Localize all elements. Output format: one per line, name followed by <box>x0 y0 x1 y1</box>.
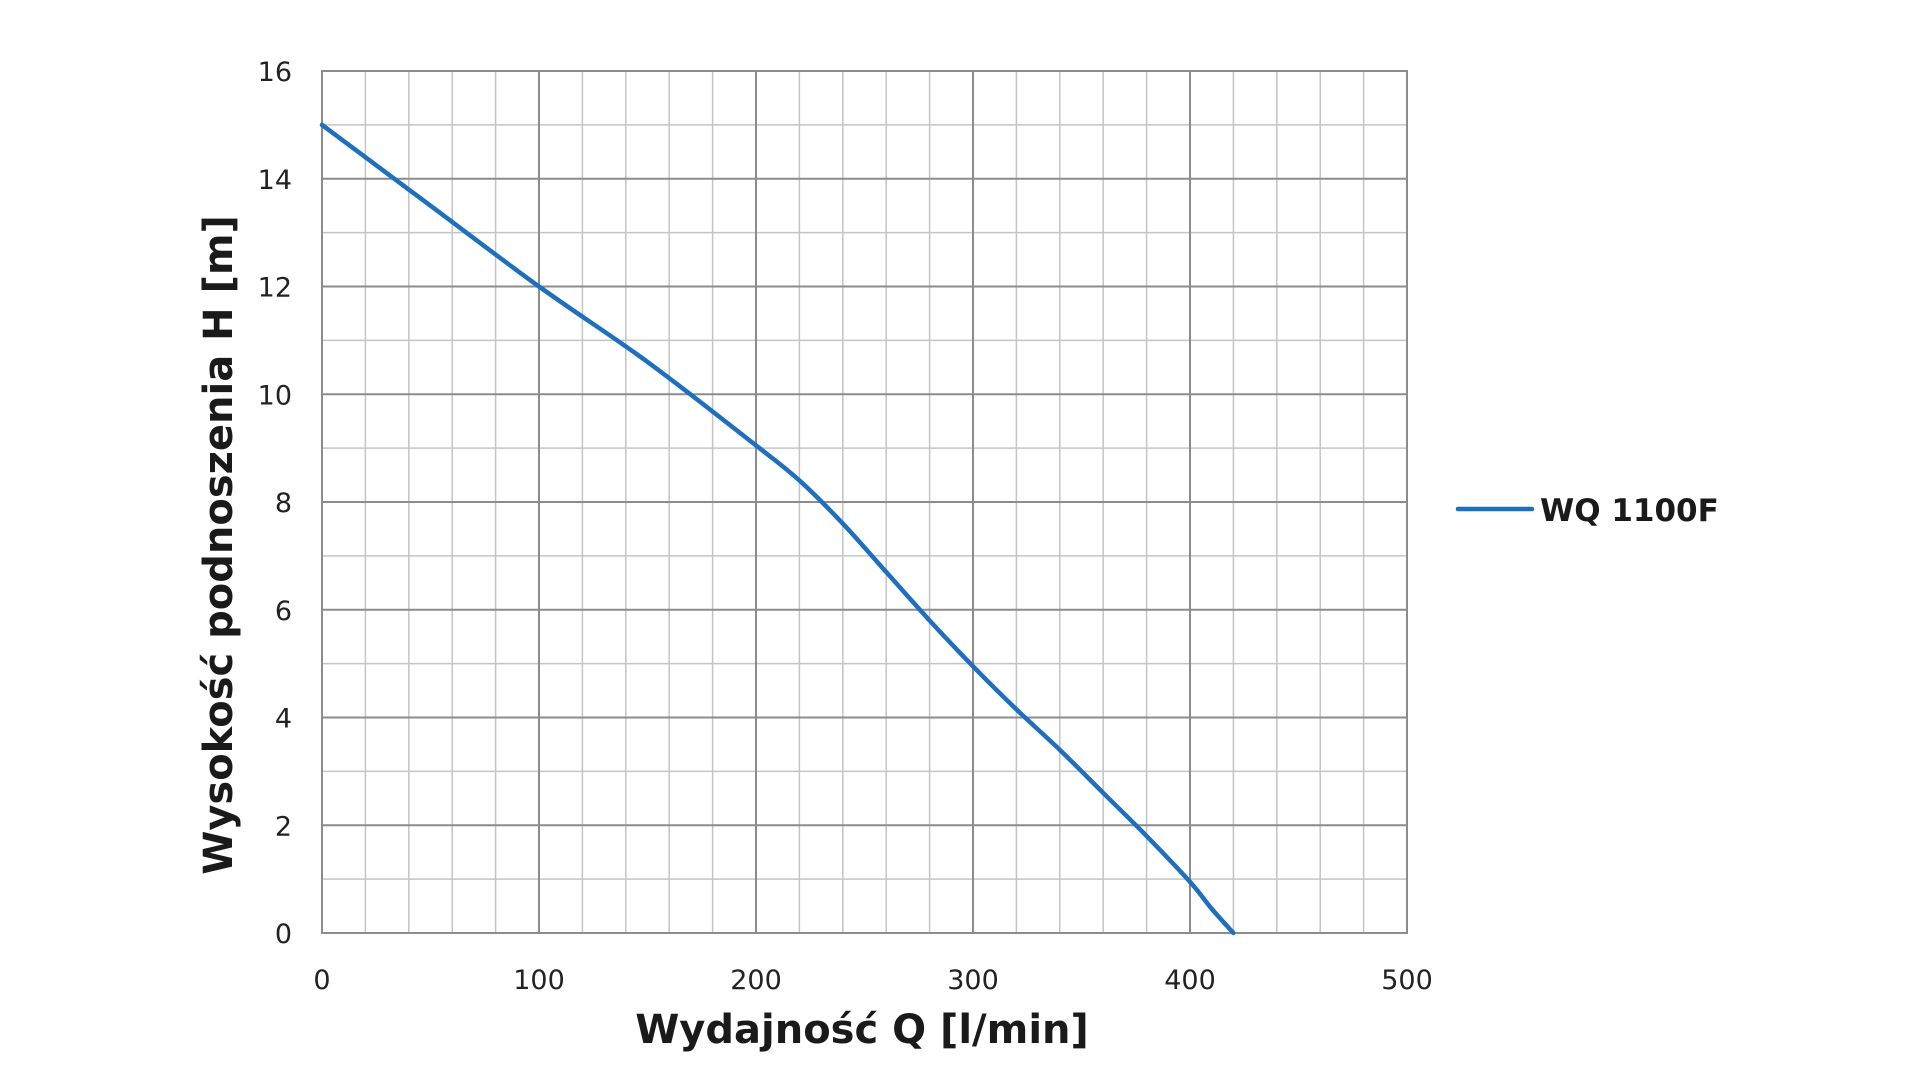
plot-frame <box>321 70 1408 934</box>
y-tick-label: 10 <box>258 380 292 411</box>
x-tick-label: 300 <box>947 965 999 996</box>
y-tick-label: 16 <box>258 57 292 88</box>
x-tick-label: 100 <box>513 965 565 996</box>
y-tick-label: 0 <box>275 919 292 950</box>
y-tick-label: 12 <box>258 273 292 304</box>
x-tick-label: 200 <box>730 965 782 996</box>
y-tick-label: 6 <box>275 596 292 627</box>
legend-label-wq-1100f: WQ 1100F <box>1540 493 1719 529</box>
series-line-wq-1100f <box>319 122 1236 936</box>
plot-border <box>321 70 1408 934</box>
y-tick-label: 14 <box>258 165 292 196</box>
y-tick-label: 4 <box>275 704 292 735</box>
x-tick-label: 400 <box>1164 965 1216 996</box>
y-tick-labels: 0 2 4 6 8 10 12 14 16 <box>258 57 292 950</box>
series-layer <box>319 122 1236 936</box>
y-axis-title: Wysokość podnoszenia H [m] <box>196 215 242 875</box>
y-tick-label: 8 <box>275 488 292 519</box>
x-tick-labels: 0 100 200 300 400 500 <box>313 965 1432 996</box>
x-tick-label: 500 <box>1381 965 1433 996</box>
y-tick-label: 2 <box>275 811 292 842</box>
x-tick-label: 0 <box>313 965 330 996</box>
x-axis-title: Wydajność Q [l/min] <box>635 1007 1089 1053</box>
legend: WQ 1100F <box>1455 493 1719 529</box>
